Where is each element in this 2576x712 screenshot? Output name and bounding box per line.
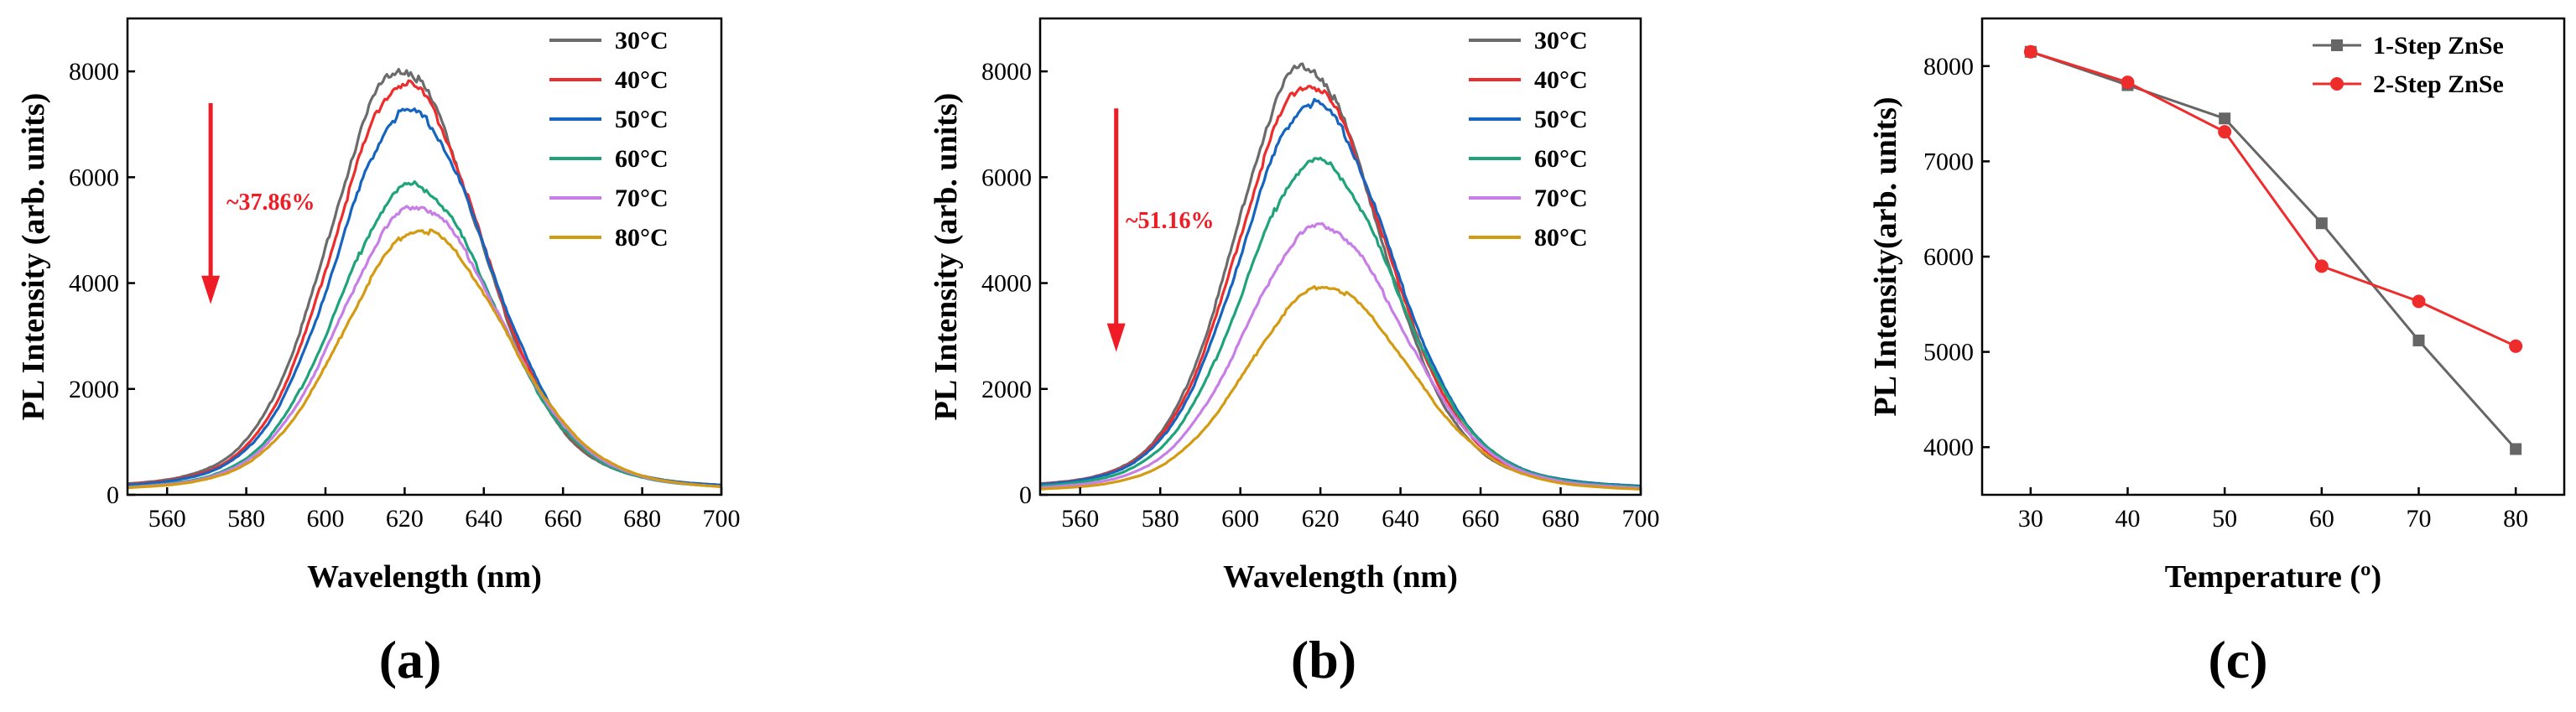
panel-c-series: [2023, 44, 2523, 455]
panel-c-label: (c): [2208, 630, 2267, 689]
x-tick-label: 580: [227, 505, 265, 533]
data-point: [2023, 44, 2037, 59]
panel-a-ticks: 560 580 600 620 640 660 680 700 0 2000 4000 6000 800…: [69, 58, 741, 533]
series-line-4: [1040, 222, 1641, 490]
series-line-3: [127, 180, 722, 489]
data-point: [2412, 334, 2425, 346]
panel-b-xlabel: Wavelength (nm): [1223, 559, 1458, 595]
legend-marker: [2331, 39, 2343, 51]
panel-b-arrow-head: [1106, 323, 1126, 352]
panel-b-series: [1039, 62, 1642, 491]
panel-c-xlabel: Temperature (º): [2165, 559, 2381, 595]
x-tick-label: 60: [2309, 505, 2334, 533]
x-tick-label: 40: [2115, 505, 2141, 533]
x-tick-label: 680: [1542, 505, 1579, 533]
panel-b-frame: [1038, 17, 1642, 496]
data-point: [2412, 294, 2426, 309]
panel-a-xlabel: Wavelength (nm): [307, 559, 542, 595]
panel-c-legend: 1-Step ZnSe 2-Step ZnSe: [2313, 32, 2504, 98]
x-tick-label: 580: [1142, 505, 1179, 533]
panel-a-legend: 30°C 40°C 50°C 60°C 70°C 80°C: [549, 27, 669, 252]
y-tick-label: 0: [1019, 481, 1032, 509]
legend-label: 50°C: [1534, 106, 1588, 133]
legend-label: 30°C: [1534, 27, 1588, 55]
legend-label: 60°C: [615, 145, 669, 173]
data-point: [2219, 112, 2231, 125]
x-tick-label: 560: [148, 505, 186, 533]
x-tick-label: 640: [465, 505, 502, 533]
legend-label: 70°C: [615, 184, 669, 212]
data-point: [2121, 75, 2135, 90]
series-line-5: [1039, 285, 1642, 491]
legend-label: 30°C: [615, 27, 669, 55]
series-line-3: [1039, 156, 1642, 489]
legend-label: 1-Step ZnSe: [2373, 32, 2504, 60]
legend-label: 40°C: [1534, 66, 1588, 94]
panel-a-series: [127, 67, 722, 490]
panel-b-ticks: 560 580 600 620 640 660 680 700 0 2000 4000 6000 800…: [981, 58, 1660, 533]
panel-c-ylabel: PL Intensity(arb. units): [1868, 96, 1903, 416]
data-point: [2314, 259, 2329, 273]
x-tick-label: 700: [703, 505, 741, 533]
x-tick-label: 600: [307, 505, 345, 533]
legend-label: 60°C: [1534, 145, 1588, 173]
panel-b-pl-spectra-2step: 560 580 600 620 640 660 680 700 0 2000 4000 6000 800…: [929, 17, 1660, 689]
y-tick-label: 2000: [981, 376, 1032, 403]
x-tick-label: 660: [1462, 505, 1500, 533]
x-tick-label: 560: [1061, 505, 1099, 533]
series-line-1: [2030, 50, 2516, 348]
legend-label: 50°C: [615, 106, 669, 133]
y-tick-label: 4000: [1923, 434, 1974, 461]
panel-a-label: (a): [379, 630, 442, 689]
y-tick-label: 6000: [1923, 243, 1974, 271]
panel-a-annotation: ~37.86%: [226, 190, 315, 216]
y-tick-label: 4000: [69, 270, 119, 298]
x-tick-label: 50: [2212, 505, 2237, 533]
x-tick-label: 620: [386, 505, 424, 533]
panel-b-ylabel: PL Intensity (arb. units): [929, 93, 964, 421]
legend-label: 70°C: [1534, 184, 1588, 212]
y-tick-label: 7000: [1923, 148, 1974, 175]
legend-label: 80°C: [1534, 224, 1588, 252]
series-line-5: [127, 228, 722, 490]
series-line-0: [2030, 50, 2517, 450]
x-tick-label: 620: [1302, 505, 1340, 533]
panel-a-ylabel: PL Intensity (arb. units): [16, 93, 51, 421]
y-tick-label: 6000: [981, 164, 1032, 191]
y-tick-label: 6000: [69, 164, 119, 191]
panel-b-annotation: ~51.16%: [1126, 208, 1215, 234]
x-tick-label: 70: [2407, 505, 2432, 533]
legend-label: 2-Step ZnSe: [2373, 70, 2504, 98]
y-tick-label: 8000: [69, 58, 119, 86]
legend-marker: [2330, 77, 2344, 91]
x-tick-label: 700: [1622, 505, 1660, 533]
x-tick-label: 30: [2018, 505, 2043, 533]
x-tick-label: 660: [544, 505, 582, 533]
data-point: [2218, 125, 2232, 139]
legend-label: 80°C: [615, 224, 669, 252]
panel-a-pl-spectra-1step: 560 580 600 620 640 660 680 700 0 2000 4000 6000 800…: [16, 17, 741, 689]
panel-c-ticks: 30 40 50 60 70 80 4000 5000 6000 7000 8000: [1923, 53, 2528, 533]
data-point: [2315, 217, 2328, 230]
y-tick-label: 2000: [69, 376, 119, 403]
y-tick-label: 5000: [1923, 339, 1974, 366]
panel-c-intensity-vs-temperature: 30 40 50 60 70 80 4000 5000 6000 7000 8000 1-Step …: [1868, 17, 2566, 689]
legend-label: 40°C: [615, 66, 669, 94]
panel-b-label: (b): [1291, 630, 1356, 689]
y-tick-label: 8000: [1923, 53, 1974, 81]
y-tick-label: 4000: [981, 270, 1032, 298]
y-tick-label: 8000: [981, 58, 1032, 86]
panel-a-arrow-head: [201, 275, 221, 304]
x-tick-label: 600: [1221, 505, 1259, 533]
x-tick-label: 680: [623, 505, 661, 533]
panel-b-legend: 30°C 40°C 50°C 60°C 70°C 80°C: [1469, 27, 1588, 252]
data-point: [2509, 339, 2523, 353]
data-point: [2510, 443, 2522, 455]
x-tick-label: 80: [2503, 505, 2528, 533]
panel-a-frame: [126, 17, 723, 496]
y-tick-label: 0: [107, 481, 119, 509]
x-tick-label: 640: [1382, 505, 1419, 533]
